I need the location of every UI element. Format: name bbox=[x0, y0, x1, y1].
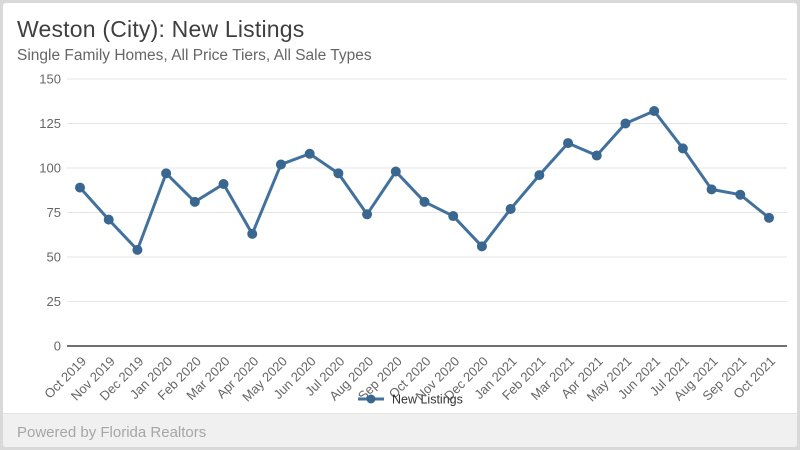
chart-area: 0 25 50 75 100 125 150 Oct 2019 Nov 2019 Dec 2019… bbox=[3, 66, 797, 413]
data-point[interactable] bbox=[620, 118, 631, 129]
data-point[interactable] bbox=[476, 241, 487, 252]
data-point[interactable] bbox=[419, 196, 430, 207]
data-point[interactable] bbox=[563, 138, 574, 149]
y-tick-label: 50 bbox=[47, 250, 61, 265]
footer-bar: Powered by Florida Realtors bbox=[3, 413, 797, 447]
data-point[interactable] bbox=[591, 150, 602, 161]
y-tick-label: 75 bbox=[47, 205, 61, 220]
data-point[interactable] bbox=[103, 214, 114, 225]
series-line bbox=[78, 109, 771, 252]
data-point[interactable] bbox=[275, 159, 286, 170]
data-point[interactable] bbox=[362, 209, 373, 220]
y-tick-label: 125 bbox=[39, 116, 61, 131]
data-point[interactable] bbox=[706, 184, 717, 195]
legend-item[interactable]: New Listings bbox=[358, 393, 463, 407]
y-tick-label: 100 bbox=[39, 161, 61, 176]
data-point[interactable] bbox=[534, 170, 545, 181]
data-point[interactable] bbox=[189, 196, 200, 207]
data-point[interactable] bbox=[218, 179, 229, 190]
legend-label: New Listings bbox=[392, 393, 463, 407]
chart-title: Weston (City): New Listings bbox=[17, 16, 305, 42]
legend-marker-icon bbox=[366, 394, 376, 404]
data-point[interactable] bbox=[764, 212, 774, 223]
y-tick-label: 25 bbox=[47, 294, 61, 309]
data-point[interactable] bbox=[75, 182, 85, 193]
data-point[interactable] bbox=[161, 168, 172, 179]
data-point[interactable] bbox=[132, 244, 143, 255]
data-point[interactable] bbox=[247, 228, 258, 239]
data-point[interactable] bbox=[735, 189, 746, 200]
chart-header: Weston (City): New Listings Single Famil… bbox=[3, 3, 797, 66]
chart-subtitle: Single Family Homes, All Price Tiers, Al… bbox=[17, 47, 372, 64]
y-tick-label: 0 bbox=[54, 339, 61, 354]
data-point[interactable] bbox=[649, 106, 660, 117]
data-point[interactable] bbox=[390, 166, 401, 177]
footer-attribution: Powered by Florida Realtors bbox=[17, 423, 207, 441]
data-point[interactable] bbox=[677, 143, 688, 154]
data-point[interactable] bbox=[333, 168, 344, 179]
data-point[interactable] bbox=[448, 211, 459, 222]
data-point[interactable] bbox=[505, 203, 516, 214]
data-point[interactable] bbox=[304, 148, 315, 159]
y-tick-label: 150 bbox=[39, 72, 61, 87]
